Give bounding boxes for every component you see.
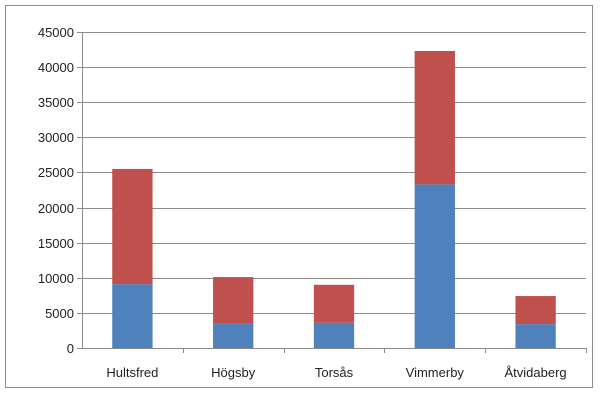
y-tick-label: 20000: [38, 201, 74, 216]
y-tick-label: 30000: [38, 130, 74, 145]
x-category-label: Vimmerby: [406, 365, 465, 380]
y-tick-label: 25000: [38, 165, 74, 180]
y-tick-label: 35000: [38, 95, 74, 110]
y-tick-label: 15000: [38, 236, 74, 251]
bar-segment-blue: [313, 322, 355, 348]
bar-segment-red: [213, 277, 254, 324]
labels: 0 5000 10000 15000 20000 25000 30000 35000 40000…: [38, 25, 567, 380]
bar-segment-blue: [515, 324, 556, 348]
bar-segment-blue: [112, 284, 153, 348]
bar-segment-blue: [213, 323, 254, 348]
chart-frame: 0 5000 10000 15000 20000 25000 30000 35000 40000…: [5, 5, 593, 388]
x-category-label: Hultsfred: [106, 365, 158, 380]
y-tick-label: 0: [67, 341, 74, 356]
bars: [112, 50, 556, 348]
bar-segment-red: [414, 50, 455, 185]
x-category-label: Åtvidaberg: [505, 365, 567, 380]
bar-segment-red: [515, 296, 556, 325]
bar-segment-red: [313, 284, 355, 323]
stacked-bar-chart: 0 5000 10000 15000 20000 25000 30000 35000 40000…: [38, 25, 587, 380]
axes: [77, 32, 587, 353]
x-category-label: Torsås: [315, 365, 354, 380]
y-tick-label: 5000: [45, 306, 74, 321]
y-tick-label: 10000: [38, 271, 74, 286]
bar-segment-red: [112, 168, 153, 285]
y-tick-label: 45000: [38, 25, 74, 40]
x-category-label: Högsby: [211, 365, 256, 380]
y-tick-label: 40000: [38, 60, 74, 75]
bar-segment-blue: [414, 184, 455, 348]
gridlines: [82, 32, 586, 314]
